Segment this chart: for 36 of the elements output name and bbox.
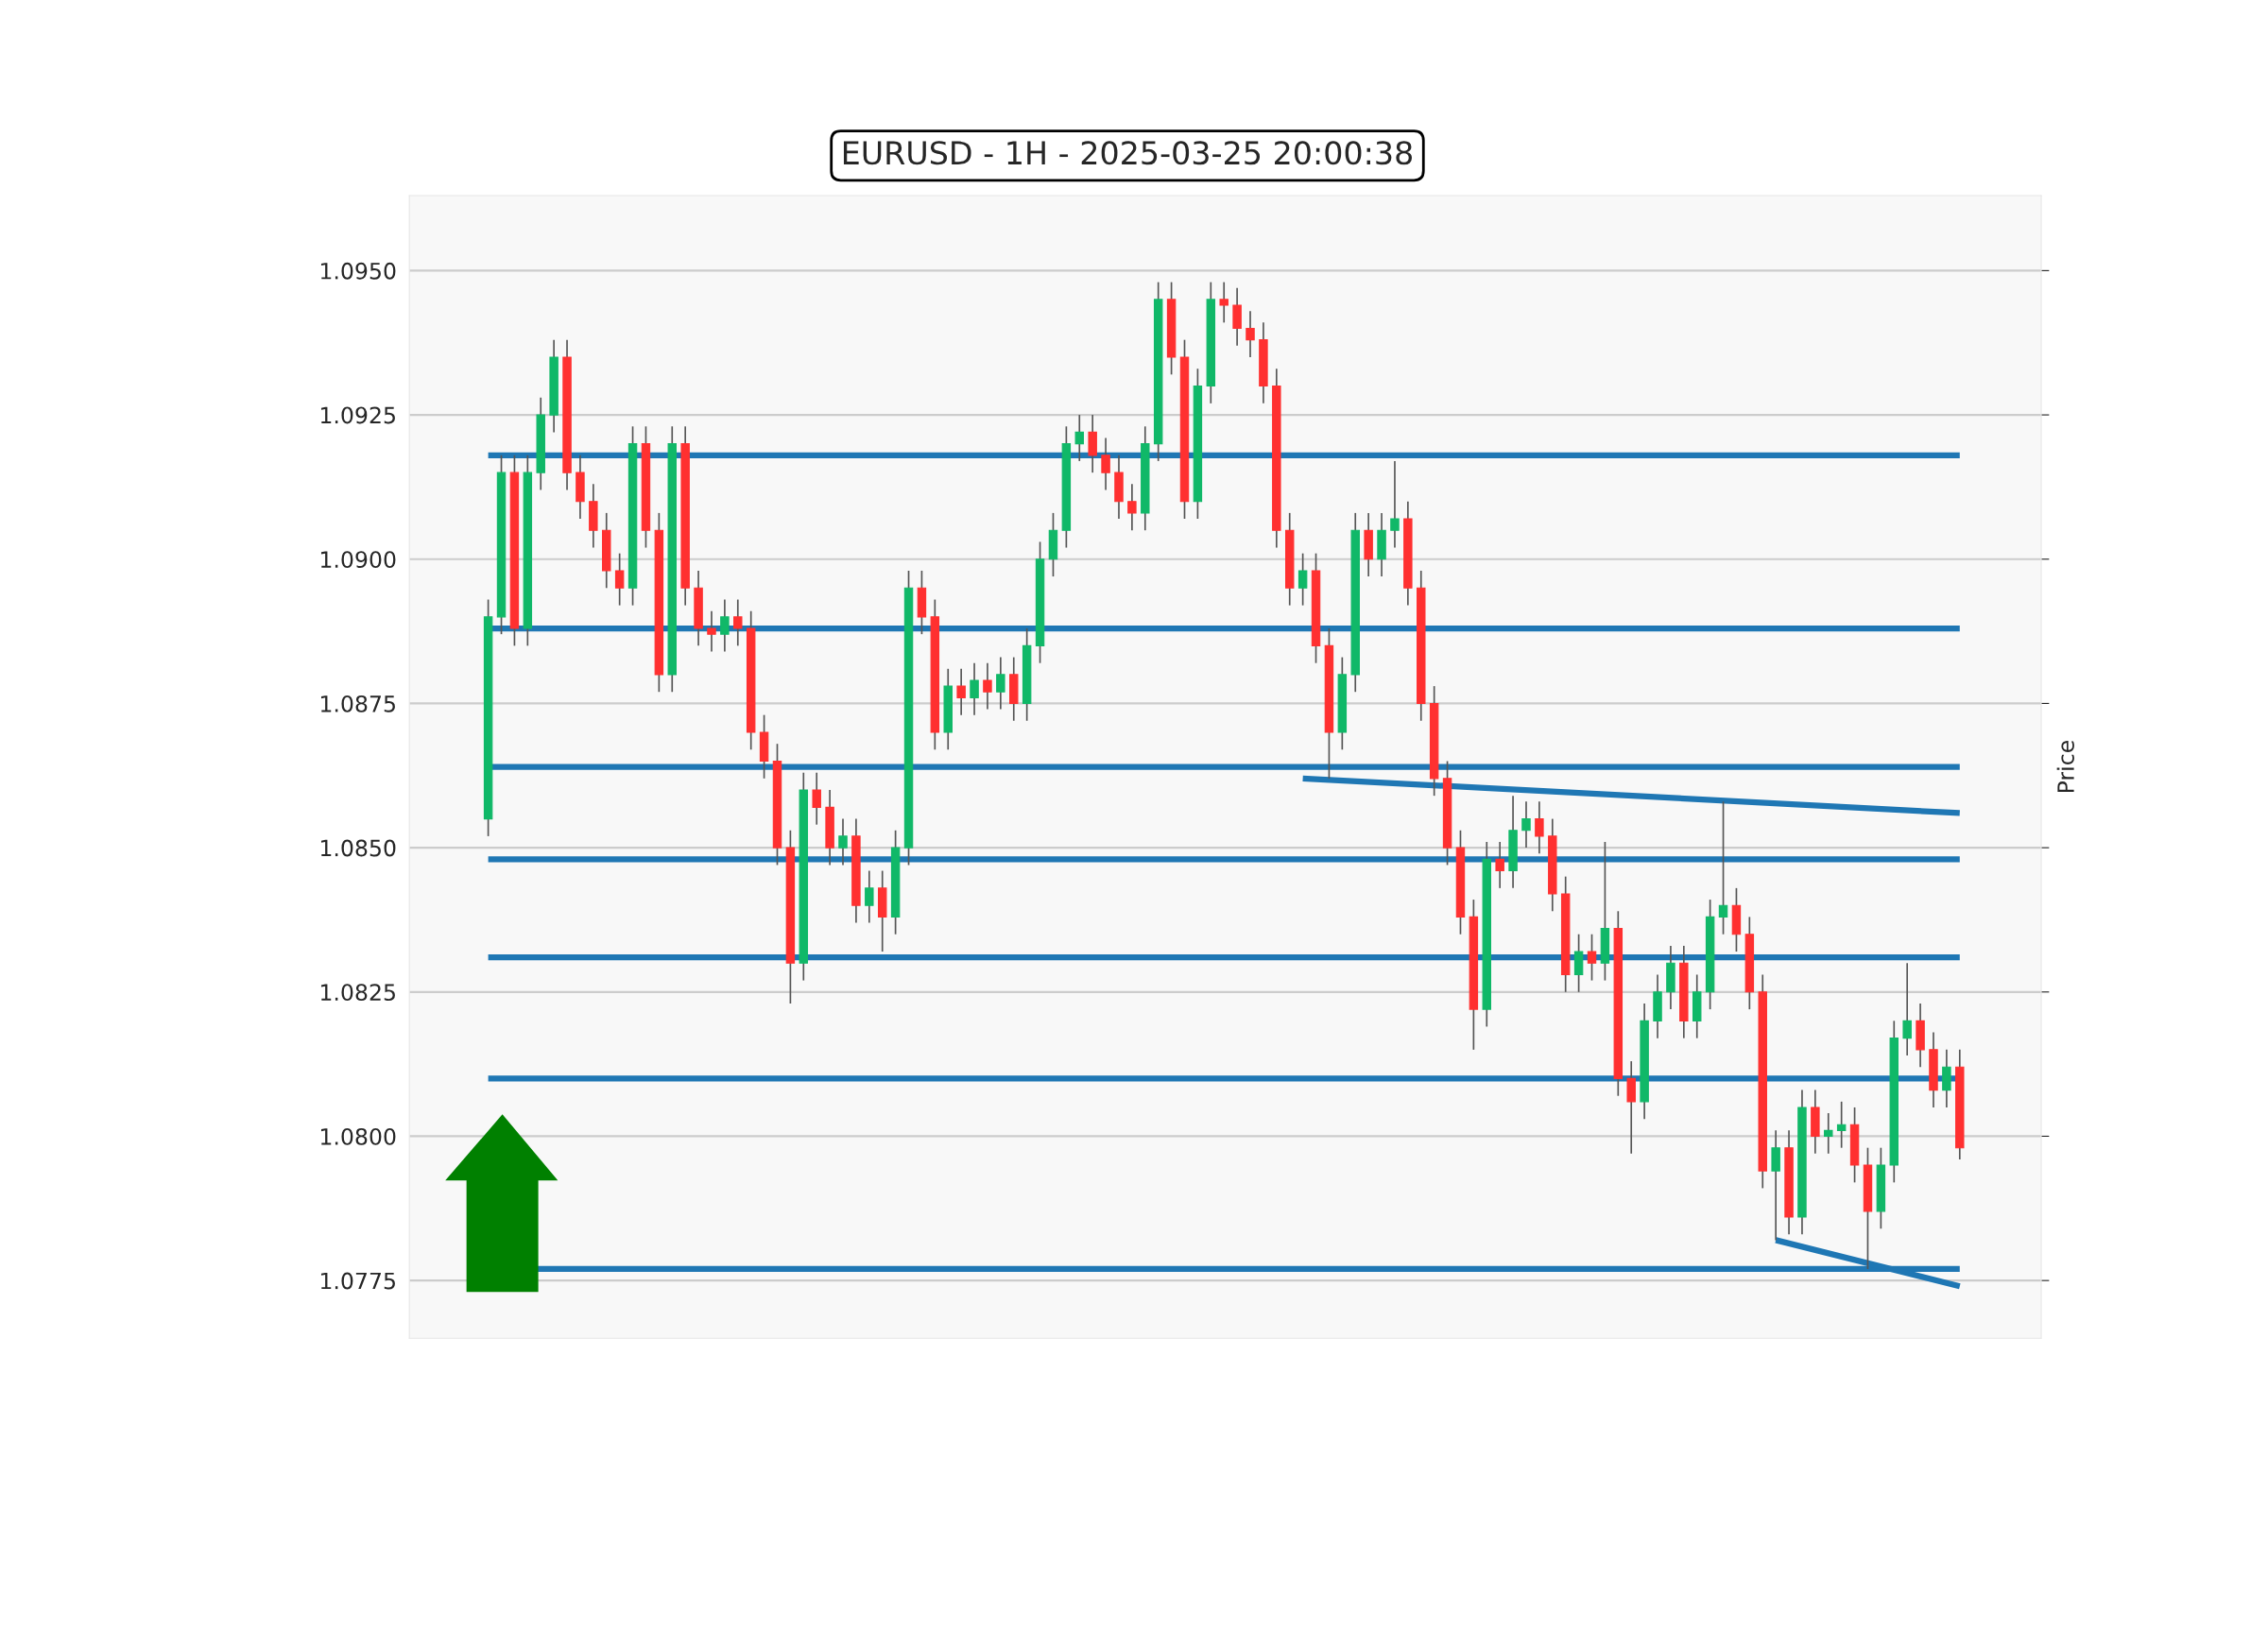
candlestick bbox=[1824, 1112, 1833, 1155]
candlestick bbox=[1127, 483, 1137, 532]
y-tick-label: 1.0925 bbox=[320, 406, 395, 424]
candlestick bbox=[1297, 552, 1308, 607]
y-tick-label: 1.0800 bbox=[320, 1127, 396, 1145]
candlestick bbox=[996, 656, 1005, 711]
candlestick bbox=[812, 771, 821, 826]
y-tick-label: 1.0775 bbox=[320, 1272, 395, 1290]
candlestick bbox=[1495, 841, 1504, 889]
candlestick bbox=[720, 598, 730, 653]
candlestick bbox=[1535, 800, 1544, 855]
candlestick bbox=[1390, 460, 1400, 549]
y-tick-label: 1.0900 bbox=[320, 551, 396, 569]
candlestick bbox=[838, 817, 848, 866]
candlestick bbox=[1246, 310, 1255, 358]
y-axis-title: Price bbox=[2056, 741, 2074, 793]
candlestick bbox=[1902, 962, 1912, 1056]
candlestick bbox=[1521, 800, 1531, 849]
y-tick-label: 1.0825 bbox=[320, 984, 395, 1002]
y-tick-label: 1.0850 bbox=[320, 839, 396, 857]
chart-title: EURUSD - 1H - 2025-03-25 20:00:38 bbox=[843, 141, 1412, 165]
y-tick-label: 1.0875 bbox=[320, 695, 395, 712]
candlestick bbox=[614, 552, 625, 607]
candlestick bbox=[956, 667, 966, 716]
candlestick bbox=[1718, 800, 1728, 935]
candlestick bbox=[1836, 1100, 1847, 1149]
candlestick bbox=[865, 869, 874, 924]
y-tick-label: 1.0950 bbox=[320, 262, 396, 280]
candlestick bbox=[707, 609, 716, 653]
candlestick bbox=[1219, 281, 1228, 324]
candlestick bbox=[733, 598, 743, 647]
candlestick bbox=[1101, 437, 1110, 491]
candlestick bbox=[970, 661, 979, 716]
candlestick bbox=[1074, 414, 1084, 462]
candlestick bbox=[983, 661, 992, 711]
candlestick bbox=[1587, 933, 1597, 982]
